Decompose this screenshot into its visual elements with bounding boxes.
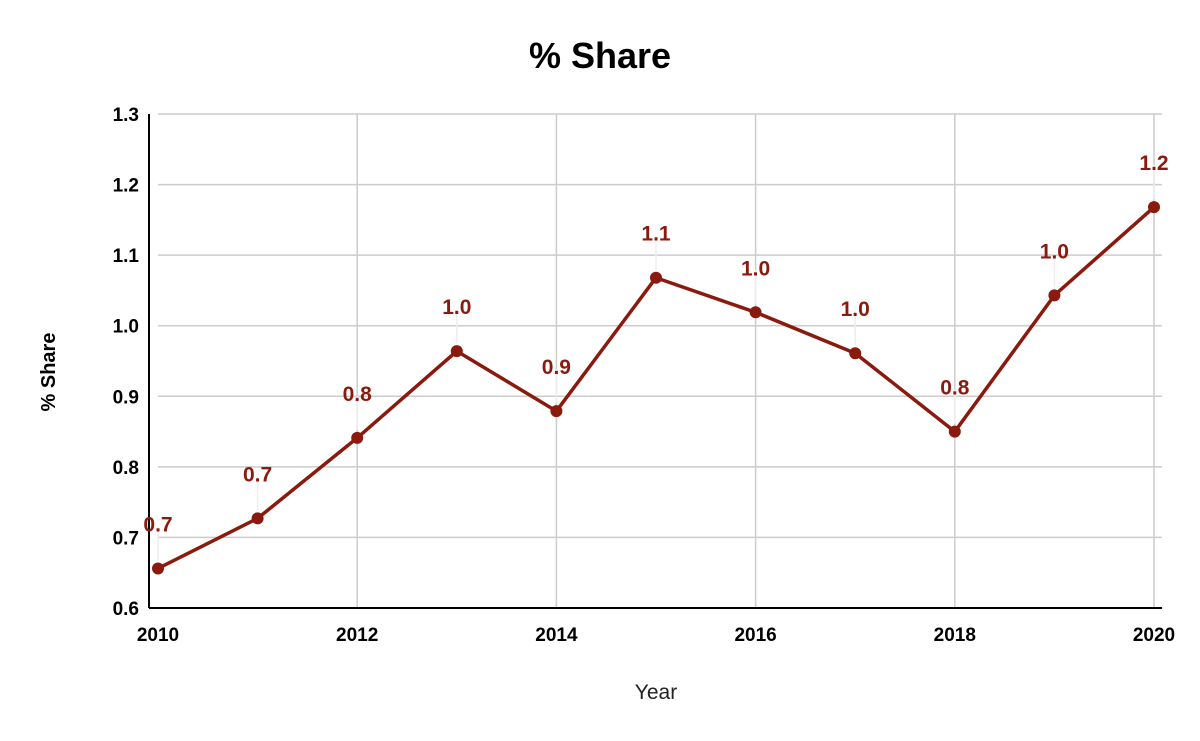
x-tick-label: 2014	[535, 625, 578, 646]
y-tick-label: 1.3	[113, 105, 139, 126]
data-point	[152, 562, 164, 575]
y-axis-ticks: 0.6 0.7 0.8 0.9 1.0 1.1 1.2 1.3	[113, 105, 140, 620]
y-tick-label: 1.0	[113, 317, 139, 338]
data-point	[450, 345, 463, 358]
y-axis-title: % Share	[38, 333, 60, 412]
data-label: 0.7	[243, 463, 272, 486]
data-label: 1.0	[841, 298, 870, 321]
x-axis-title: Year	[635, 681, 677, 704]
data-point	[1148, 201, 1160, 214]
data-label: 0.7	[143, 513, 172, 536]
x-tick-label: 2020	[1133, 625, 1175, 646]
data-label: 1.0	[442, 296, 471, 319]
data-point	[251, 512, 264, 525]
data-label: 0.8	[940, 377, 970, 400]
x-tick-label: 2018	[934, 625, 976, 646]
data-label: 1.0	[1040, 240, 1069, 263]
y-tick-label: 0.9	[113, 387, 139, 408]
y-tick-label: 1.1	[113, 246, 140, 267]
series-group: 0.7 0.7 0.8 1.0 0.9 1.1 1.0 1.0 0.8 1.0 1.2	[143, 152, 1169, 575]
data-label: 1.1	[641, 223, 671, 246]
data-point	[550, 405, 563, 418]
y-tick-label: 1.2	[113, 176, 139, 197]
x-tick-label: 2012	[336, 625, 378, 646]
data-label: 1.2	[1139, 152, 1168, 175]
x-axis-ticks: 2010 2012 2014 2016 2018 2020	[137, 625, 1175, 646]
data-point	[351, 431, 364, 444]
data-point	[849, 347, 862, 360]
data-point	[749, 306, 762, 319]
y-tick-label: 0.8	[113, 458, 139, 479]
chart-title: % Share	[529, 35, 671, 76]
y-tick-label: 0.7	[113, 528, 139, 549]
data-point	[650, 271, 662, 284]
data-label: 0.9	[542, 356, 571, 379]
gridlines	[158, 113, 1162, 608]
x-tick-label: 2016	[734, 625, 776, 646]
data-point	[1048, 289, 1061, 302]
y-tick-label: 0.6	[113, 599, 139, 620]
data-label: 0.8	[343, 383, 373, 406]
data-label: 1.0	[741, 257, 770, 280]
x-tick-label: 2010	[137, 625, 179, 646]
data-point	[948, 425, 961, 438]
